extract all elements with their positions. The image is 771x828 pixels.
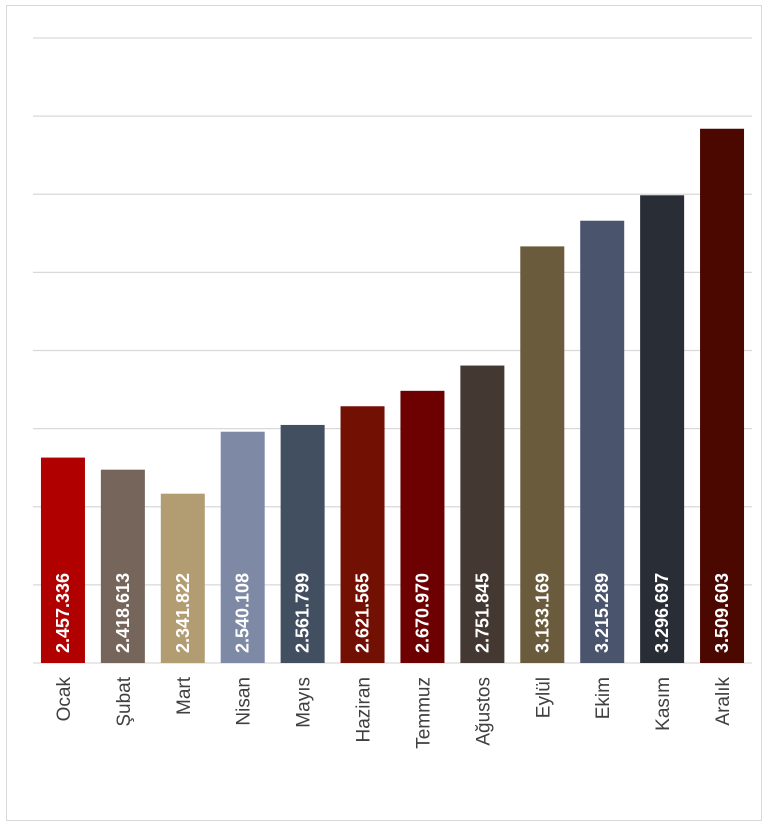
x-tick-label: Ağustos: [473, 677, 494, 746]
bar: [340, 406, 385, 663]
bar-data-label: 2.418.613: [113, 573, 133, 653]
bar: [580, 220, 625, 664]
bar: [460, 365, 505, 663]
data-labels: 2.457.336 2.418.613 2.341.822 2.540.108 2.56…: [53, 573, 732, 653]
x-tick-label: Ocak: [54, 677, 75, 722]
x-tick-label: Aralık: [713, 677, 734, 726]
x-tick-label: Temmuz: [413, 677, 434, 749]
bar-data-label: 3.215.289: [592, 573, 612, 653]
bar-data-label: 2.561.799: [293, 573, 313, 653]
bar-data-label: 2.341.822: [173, 573, 193, 653]
bar-data-label: 3.509.603: [712, 573, 732, 653]
bar-data-label: 2.670.970: [412, 573, 432, 653]
x-tick-label: Eylül: [533, 677, 554, 718]
bar-data-label: 2.540.108: [233, 573, 253, 653]
bar-data-label: 2.457.336: [53, 573, 73, 653]
x-tick-label: Nisan: [234, 677, 255, 726]
bar-data-label: 2.751.845: [472, 573, 492, 653]
bar: [100, 469, 145, 663]
x-tick-label: Mart: [174, 676, 195, 715]
bar-data-label: 2.621.565: [353, 573, 373, 653]
bar: [220, 431, 265, 663]
bar-data-label: 3.133.169: [532, 573, 552, 653]
x-tick-label: Haziran: [354, 677, 375, 742]
bar: [280, 424, 325, 663]
bars: [40, 128, 745, 664]
x-axis-tick-labels: Ocak Şubat Mart Nisan Mayıs Haziran Temmuz Ağus…: [54, 676, 734, 749]
x-tick-label: Şubat: [114, 676, 135, 726]
bar: [640, 195, 685, 664]
gridlines: [33, 37, 752, 664]
bar: [40, 457, 85, 663]
bar-data-label: 3.296.697: [652, 573, 672, 653]
bar: [700, 128, 745, 663]
x-tick-label: Ekim: [593, 677, 614, 719]
bar: [400, 390, 445, 663]
x-tick-label: Mayıs: [294, 677, 315, 728]
bar: [160, 493, 205, 663]
x-tick-label: Kasım: [653, 677, 674, 731]
bar: [520, 246, 565, 663]
